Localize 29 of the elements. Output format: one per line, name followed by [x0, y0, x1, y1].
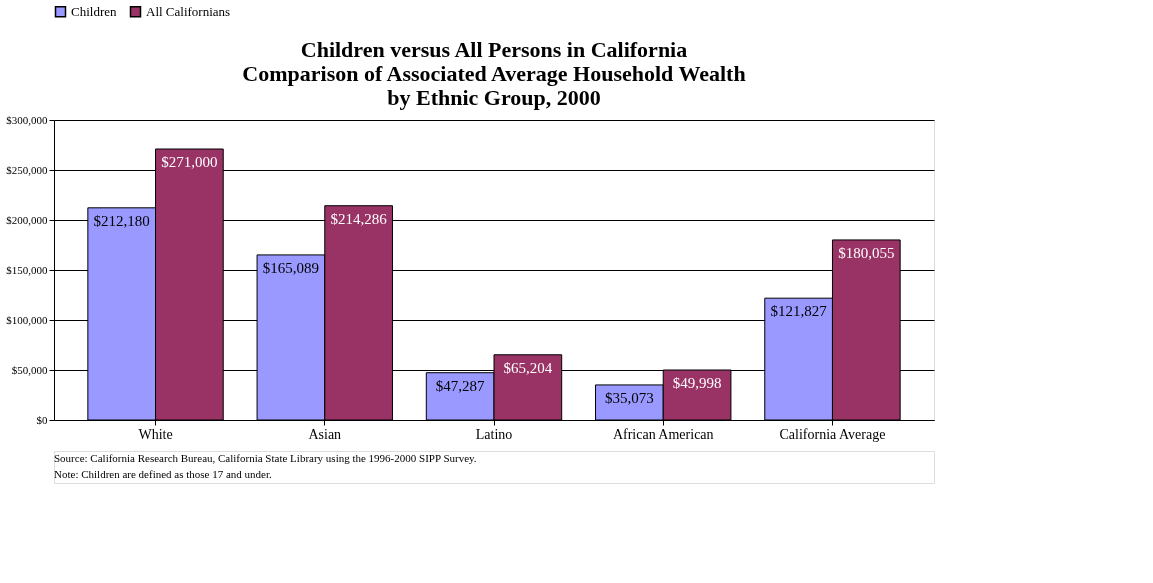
text: Note: Children are defined as those 17 and under. [54, 468, 273, 480]
x-tick-label: Asian [308, 426, 342, 442]
y-tick-label: $150,000 [6, 263, 48, 276]
y-tick-label: $200,000 [6, 213, 48, 226]
y-tick-label: $0 [36, 413, 48, 426]
y-tick-label: $50,000 [11, 363, 48, 376]
y-tick-label: $250,000 [6, 163, 48, 176]
text: by Ethnic Group, 2000 [387, 85, 601, 110]
x-tick-label: Latino [475, 426, 513, 442]
y-tick-label: $100,000 [6, 313, 48, 326]
x-tick-label: White [138, 426, 173, 442]
data-label: $212,180 [93, 212, 150, 229]
data-label: $180,055 [838, 244, 895, 261]
data-label: $271,000 [161, 154, 218, 170]
data-label: $214,286 [330, 210, 388, 227]
data-label: $165,089 [262, 259, 320, 276]
data-label: $121,827 [770, 303, 828, 320]
legend-label: All Californians [146, 3, 231, 19]
data-label: $47,287 [435, 377, 486, 394]
x-tick-label: African American [612, 426, 714, 442]
data-label: $49,998 [672, 375, 722, 391]
y-tick-label: $300,000 [6, 113, 48, 126]
data-label: $35,073 [605, 389, 654, 406]
text: Children versus All Persons in California [300, 37, 688, 62]
data-label: $65,204 [503, 359, 553, 376]
legend-label: Children [71, 3, 117, 19]
source-note: Source: California Research Bureau, California State Library using the 1996-2000 SIPP Survey. [54, 452, 477, 464]
text: Comparison of Associated Average Household Wealth [242, 61, 746, 86]
x-tick-label: California Average [779, 426, 886, 442]
